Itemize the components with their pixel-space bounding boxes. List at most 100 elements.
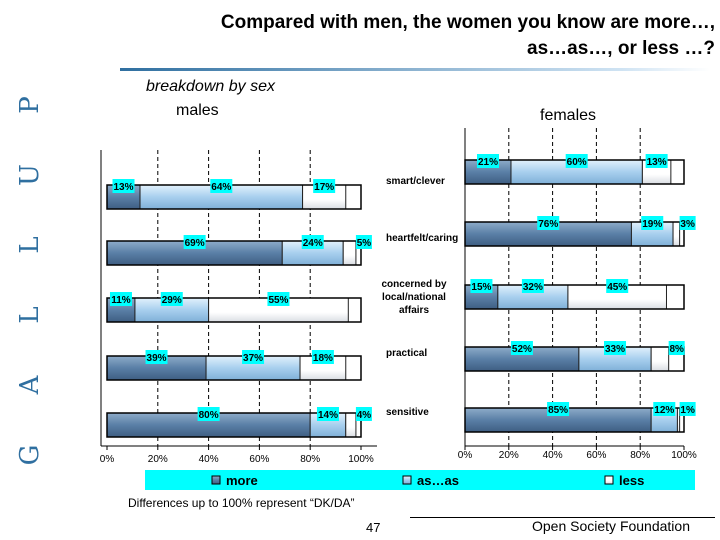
data-label-box: [641, 216, 664, 230]
legend-label: as…as: [417, 473, 459, 488]
data-label-box: [476, 154, 499, 168]
bar-segment-less: [342, 240, 357, 266]
data-label: 4%: [357, 410, 372, 421]
data-label-box: [316, 407, 339, 421]
x-tick-label: 60%: [586, 450, 606, 461]
data-label-box: [606, 279, 629, 293]
data-label-box: [183, 235, 206, 249]
slide-title: Compared with men, the women you know ar…: [120, 10, 715, 62]
data-label: 12%: [654, 405, 674, 416]
bar-segment-less: [676, 407, 681, 433]
legend-swatch: [604, 475, 614, 485]
data-label: 33%: [605, 344, 625, 355]
footer-divider: [410, 517, 715, 518]
data-label-box: [267, 292, 290, 306]
x-tick-label: 80%: [300, 454, 320, 465]
data-label-box: [109, 292, 132, 306]
category-label: heartfelt/caring: [386, 233, 458, 244]
data-label: 55%: [268, 295, 288, 306]
bar-outline: [106, 297, 362, 323]
legend-swatch: [402, 475, 412, 485]
category-label: affairs: [399, 305, 429, 316]
category-label: sensitive: [386, 407, 429, 418]
data-label: 3%: [680, 219, 695, 230]
x-tick-label: 80%: [630, 450, 650, 461]
bar-outline: [464, 346, 685, 372]
data-label-box: [521, 279, 544, 293]
data-label: 85%: [548, 405, 568, 416]
data-label: 64%: [211, 182, 231, 193]
data-label-box: [145, 350, 168, 364]
data-label-box: [470, 279, 493, 293]
data-label-box: [313, 179, 336, 193]
data-label: 29%: [162, 295, 182, 306]
data-label: 37%: [243, 353, 263, 364]
bar-segment-less: [650, 346, 670, 372]
category-label: local/national: [382, 292, 446, 303]
x-tick-label: 40%: [543, 450, 563, 461]
data-label-box: [604, 341, 627, 355]
data-label: 15%: [471, 282, 491, 293]
panel-title-males: males: [176, 102, 219, 119]
footnote: Differences up to 100% represent “DK/DA”: [128, 496, 355, 510]
data-label-box: [510, 341, 533, 355]
x-tick-label: 20%: [148, 454, 168, 465]
title-line-1: Compared with men, the women you know ar…: [220, 12, 715, 33]
x-tick-label: 60%: [249, 454, 269, 465]
x-tick-label: 40%: [199, 454, 219, 465]
data-label-box: [160, 292, 183, 306]
bar-outline: [464, 221, 685, 247]
legend-background: [145, 470, 695, 490]
data-label: 18%: [313, 353, 333, 364]
bar-outline: [464, 407, 685, 433]
data-label: 32%: [523, 282, 543, 293]
data-label: 80%: [199, 410, 219, 421]
data-label-box: [679, 216, 696, 230]
legend-label: less: [619, 473, 644, 488]
data-label-box: [537, 216, 560, 230]
data-label: 5%: [357, 238, 372, 249]
x-tick-label: 0%: [458, 450, 473, 461]
x-tick-label: 0%: [100, 454, 115, 465]
data-label-box: [301, 235, 324, 249]
title-line-2: as…as…, or less …?: [527, 38, 715, 59]
data-label: 13%: [647, 157, 667, 168]
category-label: concerned by: [381, 279, 446, 290]
data-label: 45%: [607, 282, 627, 293]
data-label-box: [311, 350, 334, 364]
bar-segment-less: [672, 221, 681, 247]
data-label: 11%: [111, 295, 131, 306]
x-tick-label: 100%: [348, 454, 374, 465]
header-divider: [120, 68, 710, 71]
data-label-box: [679, 402, 696, 416]
data-label: 17%: [314, 182, 334, 193]
data-label: 60%: [567, 157, 587, 168]
data-label: 39%: [147, 353, 167, 364]
data-label-box: [355, 407, 372, 421]
data-label-box: [112, 179, 135, 193]
data-label: 76%: [538, 219, 558, 230]
data-label: 1%: [680, 405, 695, 416]
chart-subtitle: breakdown by sex: [146, 78, 275, 95]
bar-outline: [106, 240, 362, 266]
data-label-box: [668, 341, 685, 355]
bar-outline: [106, 412, 362, 438]
page-number: 47: [366, 520, 381, 535]
data-label-box: [565, 154, 588, 168]
data-label-box: [547, 402, 570, 416]
x-tick-label: 100%: [671, 450, 697, 461]
organization-name: Open Society Foundation: [532, 518, 690, 534]
data-label: 19%: [642, 219, 662, 230]
data-label: 13%: [114, 182, 134, 193]
data-label: 69%: [185, 238, 205, 249]
data-label-box: [242, 350, 265, 364]
data-label: 8%: [669, 344, 684, 355]
x-tick-label: 20%: [499, 450, 519, 461]
bar-outline: [464, 284, 685, 310]
category-label: smart/clever: [386, 176, 445, 187]
data-label-box: [653, 402, 676, 416]
bar-outline: [106, 184, 362, 210]
bar-outline: [106, 355, 362, 381]
bar-segment-less: [345, 412, 357, 438]
